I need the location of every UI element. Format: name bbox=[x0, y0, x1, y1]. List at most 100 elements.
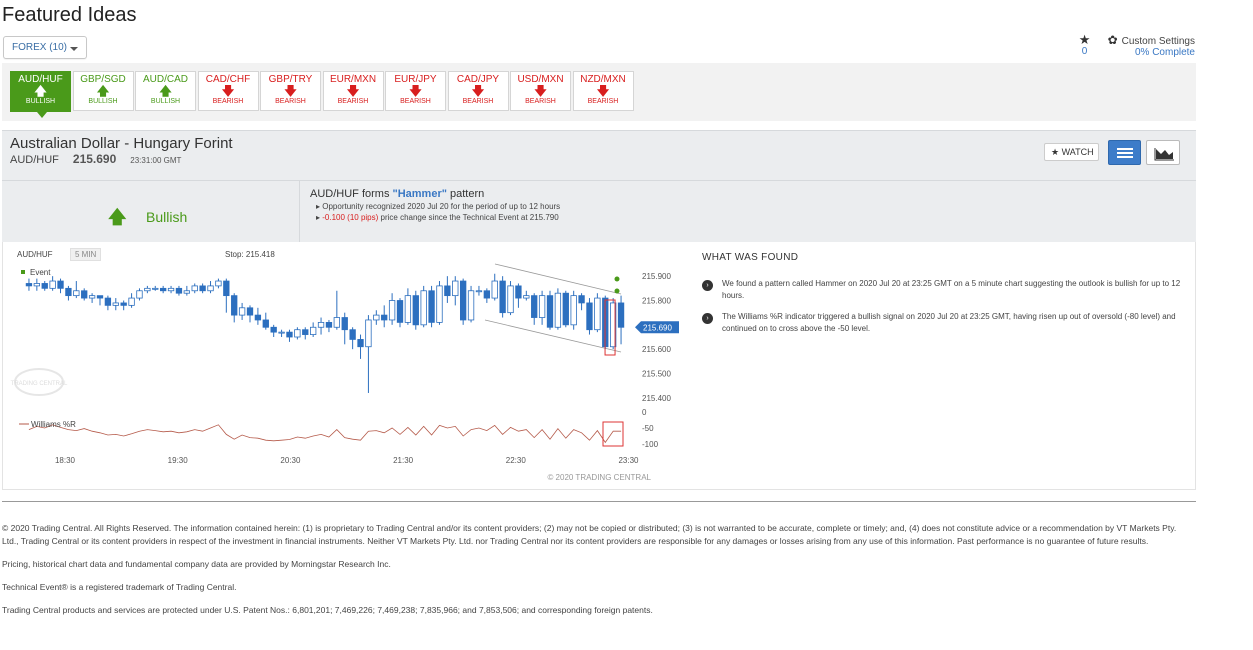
candle bbox=[136, 290, 143, 299]
asset-class-dropdown[interactable]: FOREX (10) bbox=[3, 36, 87, 59]
top-right-controls: ★ 0 ✿ Custom Settings 0% Complete bbox=[1078, 33, 1195, 58]
price-tick-label: 215.800 bbox=[642, 297, 671, 306]
candle bbox=[609, 302, 617, 348]
ticker-signal: BEARISH bbox=[462, 98, 494, 105]
candle bbox=[317, 322, 325, 328]
watch-label: WATCH bbox=[1061, 147, 1094, 157]
ticker-eur-mxn[interactable]: EUR/MXN 🡇 BEARISH bbox=[322, 71, 384, 111]
custom-settings-button[interactable]: ✿ Custom Settings 0% Complete bbox=[1108, 33, 1195, 58]
price-tick-label: 215.400 bbox=[642, 394, 671, 403]
trademark-text: Technical Event® is a registered tradema… bbox=[2, 582, 237, 592]
candle bbox=[144, 287, 151, 292]
wr-tick-label: -100 bbox=[642, 440, 659, 449]
ticker-nzd-mxn[interactable]: NZD/MXN 🡇 BEARISH bbox=[572, 71, 634, 111]
signal-label: Bullish bbox=[146, 209, 188, 225]
pattern-name[interactable]: "Hammer" bbox=[392, 188, 447, 200]
watch-button[interactable]: ★ WATCH bbox=[1044, 143, 1099, 161]
candle bbox=[112, 302, 119, 306]
finding-text: The Williams %R indicator triggered a bu… bbox=[722, 312, 1176, 333]
arrow-down-icon: 🡇 bbox=[534, 84, 547, 98]
ticker-cad-jpy[interactable]: CAD/JPY 🡇 BEARISH bbox=[447, 71, 509, 111]
ticker-bar: AUD/HUF 🡅 BULLISH GBP/SGD 🡅 BULLISH AUD/CAD 🡅 BU… bbox=[2, 63, 1196, 121]
time-tick-label: 22:30 bbox=[506, 456, 527, 465]
candle bbox=[49, 280, 56, 289]
watchlist-button[interactable]: ★ 0 bbox=[1078, 33, 1092, 58]
candle bbox=[96, 295, 104, 299]
candle bbox=[238, 307, 246, 316]
gear-icon: ✿ bbox=[1107, 33, 1118, 47]
pattern-suffix: pattern bbox=[446, 188, 485, 200]
arrow-down-icon: 🡇 bbox=[409, 84, 422, 98]
candle bbox=[586, 302, 593, 331]
candle bbox=[286, 331, 293, 338]
candle bbox=[570, 295, 577, 326]
watchlist-count: 0 bbox=[1081, 46, 1088, 57]
pattern-title: AUD/HUF forms "Hammer" pattern bbox=[310, 188, 560, 200]
ticker-symbol: AUD/HUF bbox=[18, 74, 63, 85]
candle bbox=[270, 326, 277, 333]
footer-divider bbox=[2, 501, 1196, 502]
timeframe-tag[interactable]: 5 MIN bbox=[70, 248, 102, 261]
arrow-down-icon: 🡇 bbox=[596, 84, 610, 98]
candle bbox=[341, 317, 348, 331]
candle bbox=[404, 295, 412, 323]
ticker-cad-chf[interactable]: CAD/CHF 🡇 BEARISH bbox=[197, 71, 259, 111]
wr-tick-label: 0 bbox=[642, 408, 647, 417]
chart-copyright: © 2020 TRADING CENTRAL bbox=[547, 473, 651, 482]
candle bbox=[246, 307, 254, 316]
disclaimer-text: © 2020 Trading Central. All Rights Reser… bbox=[2, 523, 1177, 546]
candlestick-chart: TRADING CENTRALEvent215.900215.800215.70… bbox=[11, 263, 679, 482]
candle bbox=[65, 287, 72, 297]
candle bbox=[167, 287, 175, 292]
ticker-aud-cad[interactable]: AUD/CAD 🡅 BULLISH bbox=[135, 71, 196, 111]
signal-summary: 🡅 Bullish AUD/HUF forms "Hammer" pattern… bbox=[2, 181, 1196, 242]
chart-area: AUD/HUF 5 MIN Stop: 215.418 TRADING CENT… bbox=[2, 242, 1196, 490]
candle bbox=[467, 290, 475, 321]
time-tick-label: 21:30 bbox=[393, 456, 414, 465]
candle bbox=[436, 285, 443, 323]
channel-lower-line bbox=[484, 319, 622, 353]
chart-view-button[interactable] bbox=[1146, 140, 1180, 165]
candle bbox=[183, 290, 191, 294]
candle bbox=[531, 295, 538, 318]
ticker-aud-huf[interactable]: AUD/HUF 🡅 BULLISH bbox=[10, 71, 71, 118]
ticker-signal: BULLISH bbox=[150, 98, 181, 105]
ticker-gbp-try[interactable]: GBP/TRY 🡇 BEARISH bbox=[260, 71, 321, 111]
patent-text: Trading Central products and services ar… bbox=[2, 605, 653, 615]
candle bbox=[349, 329, 356, 340]
wr-legend-label: Williams %R bbox=[31, 420, 76, 429]
candle bbox=[444, 285, 451, 297]
list-icon-line bbox=[1117, 156, 1133, 158]
candle bbox=[483, 290, 491, 299]
instrument-price: 215.690 bbox=[72, 152, 117, 166]
arrow-down-icon: 🡇 bbox=[221, 84, 235, 98]
instrument-time: 23:31:00 GMT bbox=[130, 156, 182, 165]
chevron-right-icon: › bbox=[702, 313, 713, 324]
page-title: Featured Ideas bbox=[2, 4, 137, 26]
candle bbox=[199, 285, 206, 292]
arrow-up-icon: 🡅 bbox=[96, 84, 110, 98]
candle bbox=[254, 314, 262, 321]
ticker-gbp-sgd[interactable]: GBP/SGD 🡅 BULLISH bbox=[72, 71, 134, 111]
ticker-signal: BEARISH bbox=[400, 98, 431, 105]
candle bbox=[538, 295, 546, 318]
star-icon: ★ bbox=[1078, 32, 1091, 47]
finding-text: We found a pattern called Hammer on 2020… bbox=[722, 279, 1181, 300]
ticker-symbol: AUD/CAD bbox=[142, 74, 188, 85]
ticker-symbol: NZD/MXN bbox=[580, 74, 626, 85]
candle bbox=[365, 319, 372, 348]
candle bbox=[278, 331, 285, 334]
ticker-usd-mxn[interactable]: USD/MXN 🡇 BEARISH bbox=[510, 71, 571, 111]
price-tick-label: 215.600 bbox=[642, 345, 671, 354]
candle bbox=[523, 295, 530, 299]
ticker-eur-jpy[interactable]: EUR/JPY 🡇 BEARISH bbox=[385, 71, 446, 111]
candle bbox=[294, 329, 301, 338]
candle bbox=[452, 280, 459, 297]
candle bbox=[617, 302, 625, 328]
candle bbox=[215, 280, 222, 287]
chevron-down-icon bbox=[70, 47, 78, 51]
ticker-symbol: CAD/JPY bbox=[456, 74, 500, 85]
opportunity-text: Opportunity recognized 2020 Jul 20 for t… bbox=[322, 202, 561, 211]
ticker-symbol: GBP/SGD bbox=[80, 74, 126, 85]
list-view-button[interactable] bbox=[1108, 140, 1141, 165]
